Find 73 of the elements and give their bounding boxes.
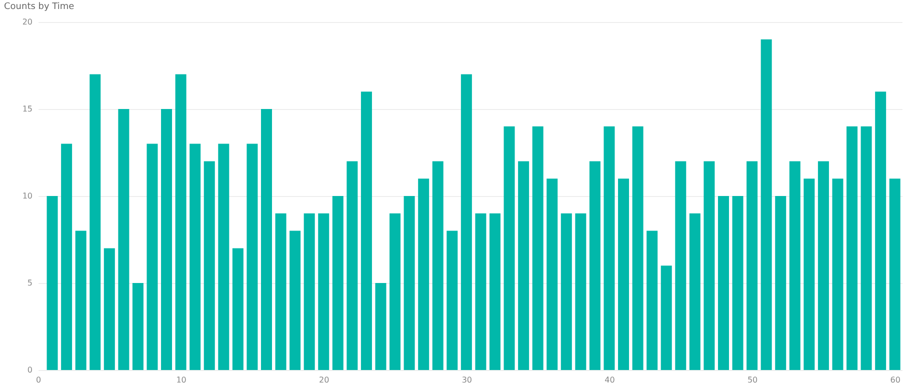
bar (346, 161, 358, 370)
bar (575, 213, 586, 370)
bar (775, 196, 786, 370)
bar (732, 196, 744, 370)
bar (546, 178, 558, 370)
bar (832, 178, 844, 370)
bar (318, 213, 330, 370)
bar (560, 213, 572, 370)
bar (504, 126, 515, 370)
x-tick-label: 20 (319, 376, 330, 384)
bar (75, 230, 86, 370)
x-tick-label: 60 (890, 376, 900, 384)
bar (460, 74, 472, 370)
bar (275, 213, 286, 370)
x-tick-label: 30 (462, 376, 472, 384)
bar (818, 161, 829, 370)
y-tick-label: 20 (22, 18, 32, 26)
bar (332, 196, 344, 370)
bar (375, 283, 386, 370)
bar (518, 161, 530, 370)
x-tick-label: 40 (604, 376, 615, 384)
bar (846, 126, 858, 370)
bar (161, 109, 172, 370)
bar (218, 144, 230, 370)
bar (118, 109, 130, 370)
bar (132, 283, 144, 370)
bar (675, 161, 686, 370)
bar (404, 196, 415, 370)
bar (46, 196, 58, 370)
bar (290, 230, 301, 370)
bar (889, 178, 900, 370)
bar (390, 213, 401, 370)
x-tick-label: 10 (176, 376, 186, 384)
chart-title: Counts by Time (4, 2, 75, 12)
bar (204, 161, 215, 370)
bar (646, 230, 658, 370)
bar (746, 161, 758, 370)
bar (532, 126, 544, 370)
bar (190, 144, 201, 370)
bar (718, 196, 729, 370)
bar (760, 39, 772, 370)
bar (104, 248, 115, 370)
bar (360, 92, 372, 370)
y-tick-label: 0 (27, 366, 32, 374)
bar (232, 248, 244, 370)
bar (475, 213, 486, 370)
bar (260, 109, 272, 370)
bar (589, 161, 600, 370)
bar (689, 213, 700, 370)
bar (432, 161, 444, 370)
bar (660, 266, 672, 370)
bar (489, 213, 500, 370)
bar (618, 178, 630, 370)
x-tick-label: 50 (747, 376, 758, 384)
y-tick-label: 5 (27, 278, 32, 288)
bar (875, 92, 886, 370)
bar (632, 126, 644, 370)
bar (146, 144, 158, 370)
bar (860, 126, 872, 370)
bar (789, 161, 800, 370)
bar (704, 161, 715, 370)
y-tick-label: 15 (22, 104, 32, 114)
y-tick-label: 10 (22, 192, 32, 200)
x-tick-label: 0 (36, 376, 42, 384)
bar (90, 74, 101, 370)
bar (61, 144, 72, 370)
bar (246, 144, 258, 370)
bar (175, 74, 186, 370)
bar (804, 178, 815, 370)
bar (418, 178, 430, 370)
bar (604, 126, 615, 370)
bar (446, 230, 458, 370)
bar (304, 213, 315, 370)
